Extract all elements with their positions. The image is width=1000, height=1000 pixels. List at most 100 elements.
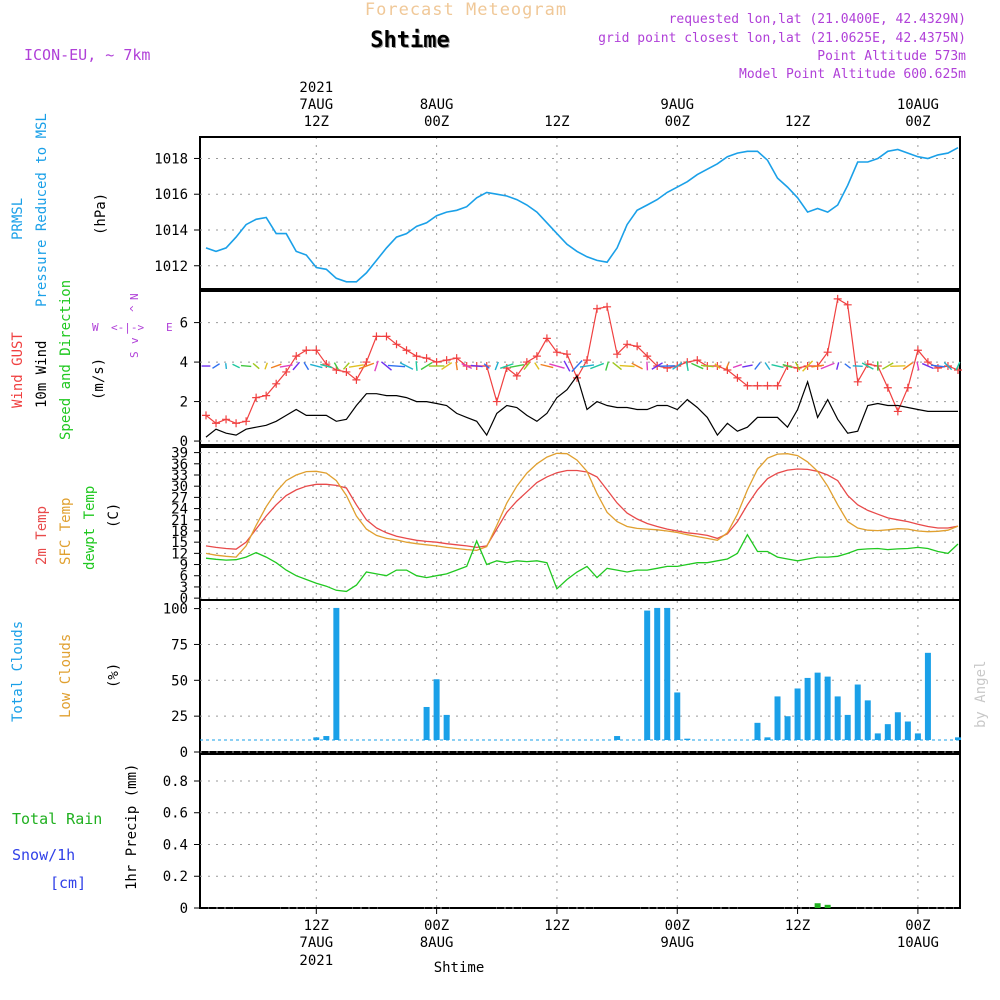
wind-gust-label: Wind GUST [10, 332, 26, 408]
wind-direction-arrow [631, 362, 643, 370]
bottom-time-label: 00Z [905, 918, 930, 934]
wind-direction-arrow [732, 363, 743, 369]
pressure-unit: (hPa) [93, 193, 109, 235]
wind-direction-arrow [292, 361, 301, 371]
total-clouds-bar [614, 736, 621, 740]
compass-s: S [128, 351, 141, 358]
wind-gust-marker [633, 342, 642, 351]
wind-direction-arrow [844, 363, 852, 369]
total-clouds-bar [794, 688, 801, 740]
wind-gust-marker [212, 419, 221, 428]
top-time-label: 7AUG [299, 97, 333, 113]
requested-coords: requested lon,lat (21.0400E, 42.4329N) [669, 12, 966, 27]
wind-gust-marker [222, 415, 231, 424]
temp-tick-label: 24 [171, 502, 188, 518]
temp-tick-label: 6 [180, 569, 188, 585]
wind-direction-arrow [672, 362, 683, 370]
bottom-time-label: 2021 [299, 953, 333, 969]
wind-direction-arrow [811, 364, 824, 368]
compass-w: W [92, 321, 99, 334]
model-label: ICON-EU, ~ 7km [24, 46, 150, 64]
credit: by Angel [973, 661, 989, 728]
wind-gust-marker [232, 419, 241, 428]
temp-tick-label: 33 [171, 468, 188, 484]
wind-gust-marker [262, 391, 271, 400]
wind-gust-marker [823, 348, 832, 357]
station-title: Shtime [370, 28, 449, 53]
total-clouds-bar [814, 672, 821, 740]
bottom-time-label: 00Z [424, 918, 449, 934]
wind-gust-marker [532, 352, 541, 361]
wind-direction-arrow [483, 363, 490, 369]
wind-direction-arrow [691, 362, 704, 370]
wind-tick-label: 0 [180, 434, 188, 450]
total-clouds-bar [804, 677, 811, 740]
clouds-unit: (%) [106, 663, 122, 688]
top-time-label: 10AUG [897, 97, 939, 113]
pressure-label-prmsl: PRMSL [10, 198, 26, 240]
wind-gust-marker [432, 358, 441, 367]
wind-gust-marker [342, 367, 351, 376]
temp-panel-frame [199, 446, 961, 601]
wind-direction-arrow [380, 361, 392, 371]
wind-direction-arrow [499, 363, 514, 369]
wind-gust-marker [893, 407, 902, 416]
wind-direction-arrow [333, 362, 339, 370]
wind-direction-arrow [836, 362, 840, 370]
wind-direction-arrow [320, 363, 333, 369]
rain-bar [824, 904, 831, 908]
wind-direction-arrow [310, 363, 323, 369]
temp-tick-label: 39 [171, 446, 188, 462]
wind-gust-marker [352, 375, 361, 384]
total-clouds-bar [654, 607, 661, 740]
wind-direction-arrow [470, 364, 483, 368]
temp-tick-label: 21 [171, 513, 188, 529]
top-time-label: 12Z [304, 114, 329, 130]
clouds-tick-label: 50 [171, 673, 188, 689]
temp-tick-label: 0 [180, 591, 188, 607]
wind-direction-arrow [802, 360, 814, 372]
rain-bar [814, 903, 821, 908]
precip-cm-label: [cm] [50, 874, 86, 892]
total-clouds-bar [854, 684, 861, 740]
wind-gust-marker [833, 294, 842, 303]
top-time-label: 12Z [785, 114, 810, 130]
wind-gust-marker [302, 346, 311, 355]
wind-gust-marker [913, 346, 922, 355]
compass-s-stem: v [128, 337, 141, 344]
grid-point-coords: grid point closest lon,lat (21.0625E, 42… [598, 31, 966, 46]
wind-direction-arrow [714, 363, 721, 369]
clouds-labels: Total Clouds Low Clouds (%) [10, 621, 122, 722]
wind-direction-arrow [509, 364, 525, 369]
precip-snow-label: Snow/1h [12, 846, 75, 864]
wind-direction-arrow [523, 362, 531, 371]
bottom-station: Shtime [434, 960, 485, 976]
wind-gust-marker [853, 377, 862, 386]
wind-gust-marker [903, 383, 912, 392]
wind-direction-arrow [930, 364, 945, 368]
bottom-time-label: 12Z [304, 918, 329, 934]
wind-gust-marker [442, 356, 451, 365]
wind-gust-marker [542, 334, 551, 343]
wind-10m-line [205, 374, 958, 438]
wind-direction-arrow [764, 362, 771, 370]
top-time-label: 2021 [299, 80, 333, 96]
temp-tick-label: 12 [171, 546, 188, 562]
wind-labels: Wind GUST 10m Wind Speed and Direction (… [10, 280, 173, 440]
wind-direction-arrow [700, 364, 714, 368]
wind-gust-marker [663, 364, 672, 372]
wind-direction-arrow [771, 363, 784, 369]
temp-2m-label: 2m Temp [34, 506, 50, 565]
total-clouds-bar [313, 737, 320, 740]
pressure-series-line [205, 146, 959, 283]
wind-gust-marker [312, 346, 321, 355]
temp-dewpt-line [205, 533, 959, 593]
wind-10m-label: 10m Wind [34, 341, 50, 408]
temp-tick-label: 30 [171, 479, 188, 495]
total-clouds-bar [764, 737, 771, 740]
wind-gust-marker [923, 358, 932, 367]
wind-direction-arrow [415, 361, 418, 371]
total-clouds-bar [824, 676, 831, 740]
top-time-label: 9AUG [660, 97, 694, 113]
